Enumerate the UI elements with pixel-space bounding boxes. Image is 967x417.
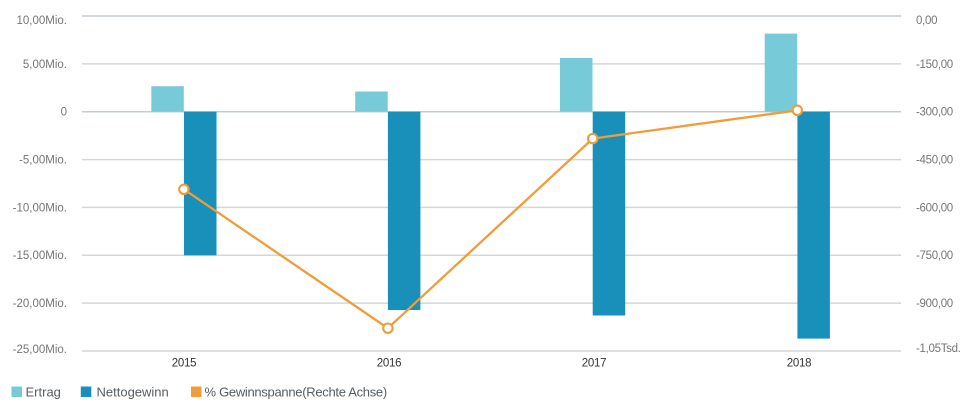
svg-text:0: 0: [61, 107, 67, 119]
svg-text:-10,00Mio.: -10,00Mio.: [13, 202, 67, 214]
svg-text:5,00Mio.: 5,00Mio.: [23, 59, 67, 71]
svg-text:2016: 2016: [377, 358, 401, 370]
svg-text:-1,05Tsd.: -1,05Tsd.: [916, 343, 961, 355]
svg-text:-5,00Mio.: -5,00Mio.: [19, 155, 67, 167]
svg-text:-20,00Mio.: -20,00Mio.: [13, 298, 67, 310]
svg-text:-600,00: -600,00: [916, 202, 953, 214]
svg-text:Nettogewinn: Nettogewinn: [97, 384, 169, 399]
svg-text:-300,00: -300,00: [916, 107, 953, 119]
svg-text:-900,00: -900,00: [916, 298, 953, 310]
svg-text:2017: 2017: [582, 358, 606, 370]
svg-text:-15,00Mio.: -15,00Mio.: [13, 250, 67, 262]
svg-text:2018: 2018: [787, 358, 811, 370]
svg-text:10,00Mio.: 10,00Mio.: [16, 15, 67, 27]
svg-text:-450,00: -450,00: [916, 155, 953, 167]
svg-text:-750,00: -750,00: [916, 250, 953, 262]
svg-text:% Gewinnspanne(Rechte Achse): % Gewinnspanne(Rechte Achse): [205, 384, 387, 399]
svg-text:-25,00Mio.: -25,00Mio.: [13, 344, 67, 356]
svg-text:0,00: 0,00: [916, 15, 937, 27]
svg-text:Ertrag: Ertrag: [26, 384, 61, 399]
svg-text:2015: 2015: [172, 358, 196, 370]
svg-text:-150,00: -150,00: [916, 59, 953, 71]
